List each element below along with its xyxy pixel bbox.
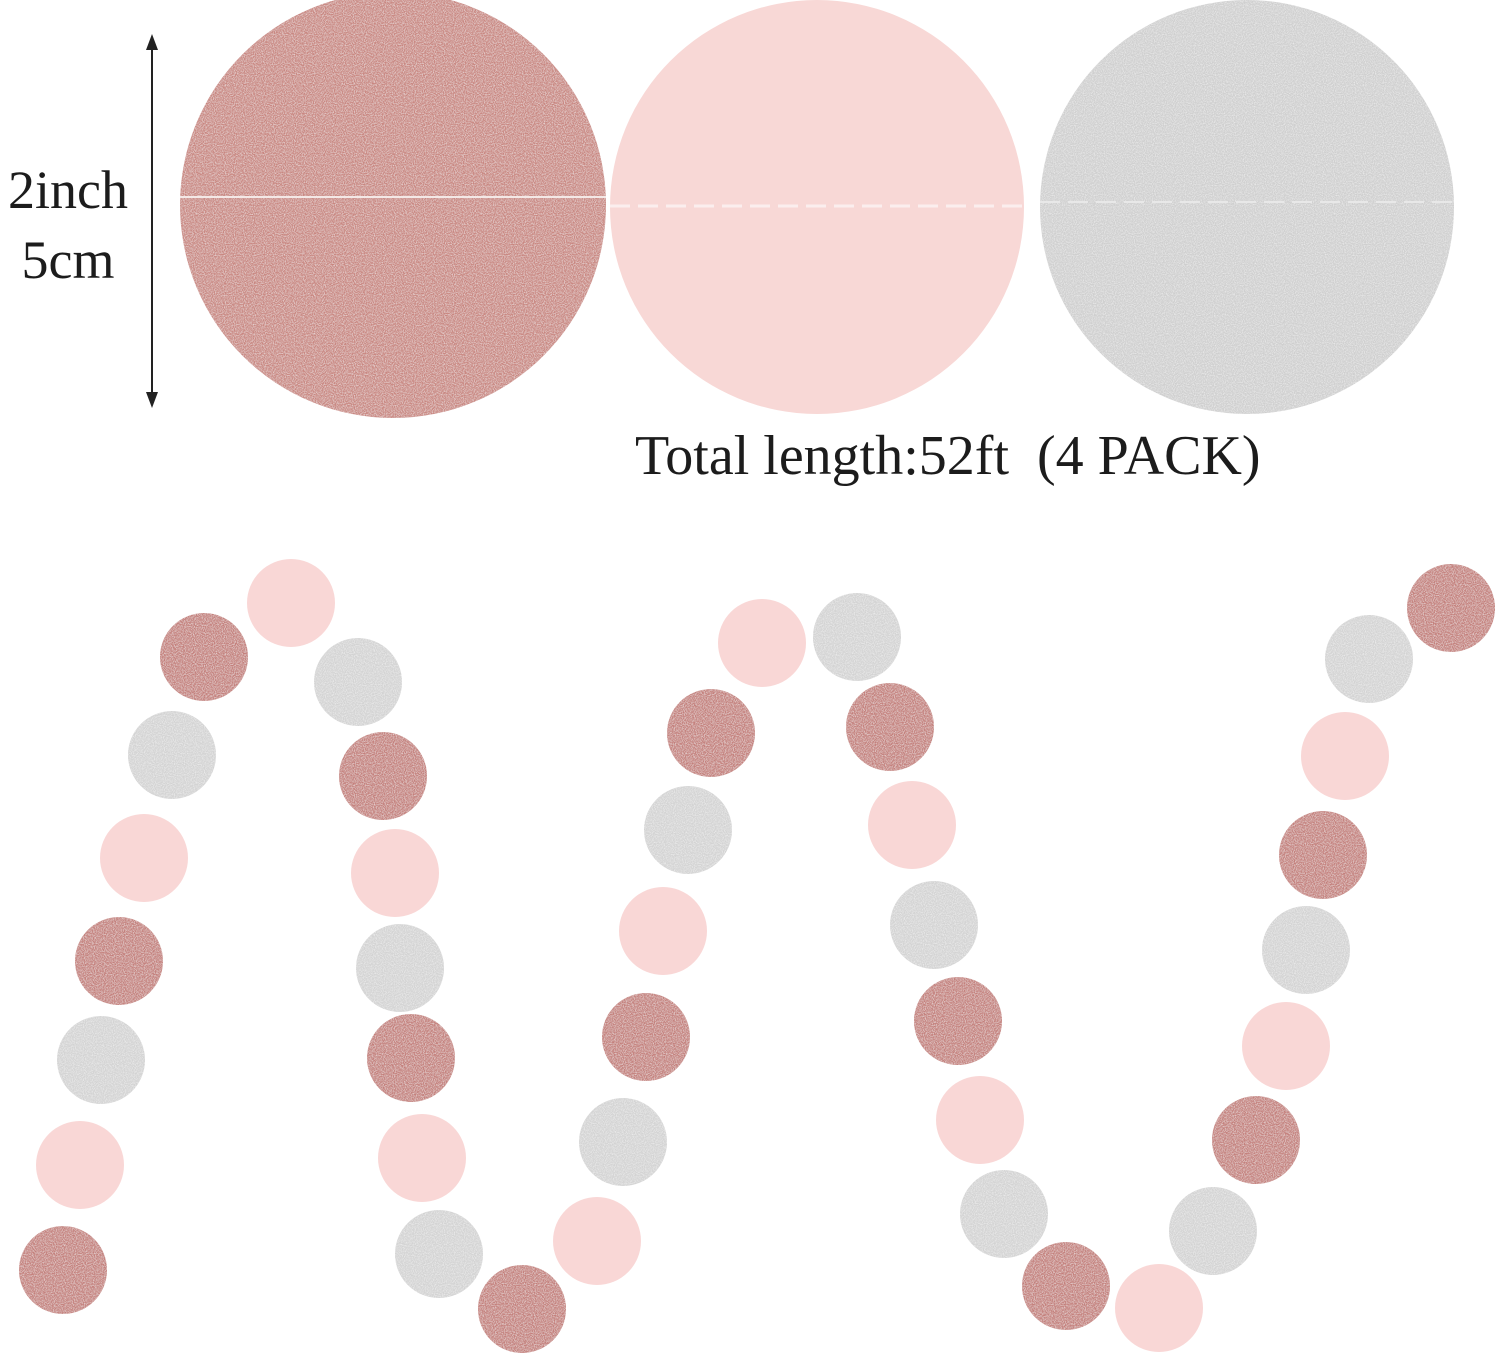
rose-gold-disc: [914, 977, 1002, 1065]
rose-gold-disc: [602, 993, 690, 1081]
silver-disc: [314, 638, 402, 726]
silver-circle: [1040, 0, 1454, 414]
silver-disc: [644, 786, 732, 874]
rose-gold-disc: [1279, 811, 1367, 899]
rose-gold-disc: [160, 613, 248, 701]
rose-gold-disc: [846, 683, 934, 771]
pink-disc: [378, 1114, 466, 1202]
size-centimeters: 5cm: [22, 230, 115, 290]
silver-disc: [960, 1170, 1048, 1258]
rose-gold-disc: [75, 917, 163, 1005]
pink-disc: [351, 829, 439, 917]
pink-disc: [247, 559, 335, 647]
rose-gold-disc: [1212, 1096, 1300, 1184]
rose-gold-disc: [19, 1226, 107, 1314]
silver-disc: [1325, 615, 1413, 703]
caption: Total length:52ft (4 PACK): [635, 425, 1261, 487]
silver-disc: [813, 593, 901, 681]
silver-disc: [579, 1098, 667, 1186]
garland: [19, 559, 1495, 1353]
pink-disc: [1115, 1264, 1203, 1352]
rose-gold-disc: [339, 732, 427, 820]
pink-disc: [36, 1121, 124, 1209]
silver-disc: [395, 1210, 483, 1298]
pink-disc: [868, 781, 956, 869]
rose-gold-disc: [667, 689, 755, 777]
pink-disc: [619, 887, 707, 975]
pink-disc: [553, 1197, 641, 1285]
rose-gold-disc: [1407, 564, 1495, 652]
pink-disc: [1301, 712, 1389, 800]
rose-gold-disc: [478, 1265, 566, 1353]
silver-disc: [1169, 1187, 1257, 1275]
pink-disc: [1242, 1002, 1330, 1090]
pink-disc: [936, 1076, 1024, 1164]
silver-disc: [57, 1016, 145, 1104]
sample-circles: [180, 0, 1454, 418]
rose-gold-disc: [367, 1014, 455, 1102]
silver-disc: [890, 881, 978, 969]
rose-gold-circle: [180, 0, 606, 418]
silver-disc: [356, 924, 444, 1012]
silver-disc: [1262, 906, 1350, 994]
rose-gold-disc: [1022, 1242, 1110, 1330]
size-inches: 2inch: [8, 160, 128, 220]
pink-disc: [100, 814, 188, 902]
size-arrow: [146, 34, 158, 408]
pink-disc: [718, 599, 806, 687]
silver-disc: [128, 711, 216, 799]
